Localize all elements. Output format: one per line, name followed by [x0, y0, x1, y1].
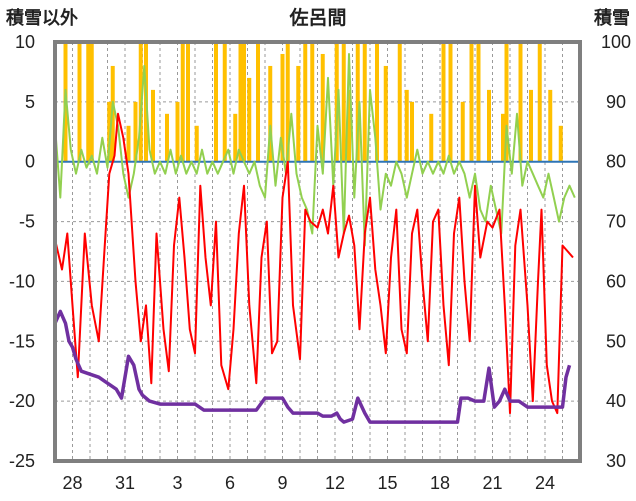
precipitation-bar	[280, 53, 285, 162]
right-tick-label: 50	[606, 331, 626, 351]
right-tick-label: 80	[606, 152, 626, 172]
precipitation-bar	[268, 65, 273, 162]
precipitation-bar	[441, 42, 446, 162]
precipitation-bar	[175, 101, 180, 162]
precipitation-bar	[296, 65, 301, 162]
x-tick-label: 12	[325, 473, 345, 493]
precipitation-bar	[238, 42, 243, 162]
precipitation-bar	[194, 125, 199, 162]
x-tick-label: 21	[482, 473, 502, 493]
precipitation-bar	[476, 42, 481, 162]
x-tick-label: 28	[62, 473, 82, 493]
left-tick-label: -10	[9, 271, 35, 291]
precipitation-bar	[347, 89, 351, 162]
precipitation-bar	[375, 42, 379, 162]
precipitation-bar	[487, 89, 491, 162]
wind-line	[54, 53, 576, 247]
x-tick-label: 6	[225, 473, 235, 493]
precipitation-bar	[310, 42, 315, 162]
precipitation-bar	[529, 89, 533, 162]
x-tick-label: 9	[277, 473, 287, 493]
x-tick-label: 31	[115, 473, 135, 493]
precipitation-bar	[362, 42, 367, 162]
precipitation-bar	[355, 42, 360, 162]
precipitation-bar	[107, 101, 112, 162]
precipitation-bar	[151, 89, 155, 162]
right-tick-label: 40	[606, 391, 626, 411]
precipitation-bar	[285, 42, 290, 162]
precipitation-bar	[397, 42, 402, 162]
x-tick-label: 3	[172, 473, 182, 493]
right-axis-ticks: 100 90 80 70 60 50 40 30	[601, 32, 631, 471]
precipitation-bar	[501, 113, 505, 162]
left-tick-label: 0	[25, 152, 35, 172]
left-axis-title: 積雪以外	[5, 7, 78, 28]
precipitation-bar	[247, 77, 252, 162]
precipitation-bar	[126, 125, 131, 162]
x-axis-ticks: 28 31 3 6 9 12 15 18 21 24	[62, 473, 555, 493]
precipitation-bar	[383, 65, 388, 162]
precipitation-bar	[429, 113, 434, 162]
precipitation-bar	[404, 89, 409, 162]
x-tick-label: 24	[535, 473, 555, 493]
precipitation-bar	[77, 42, 82, 162]
left-tick-label: -5	[19, 212, 35, 232]
precipitation-bar	[341, 42, 346, 162]
precipitation-bar	[320, 53, 325, 162]
left-tick-label: 10	[15, 32, 35, 52]
precipitation-bar	[89, 42, 94, 162]
right-tick-label: 60	[606, 271, 626, 291]
precipitation-bar	[242, 42, 246, 162]
precipitation-bar	[558, 125, 563, 162]
precipitation-bar	[410, 101, 414, 162]
left-tick-label: -20	[9, 391, 35, 411]
precipitation-bar	[504, 42, 509, 162]
left-tick-label: -15	[9, 331, 35, 351]
right-tick-label: 30	[606, 451, 626, 471]
precipitation-bar	[186, 42, 190, 162]
precipitation-bar	[460, 101, 465, 162]
precipitation-bar	[86, 42, 91, 162]
right-axis-title: 積雪	[593, 7, 630, 28]
temperature-line	[54, 112, 574, 415]
precipitation-bar	[537, 42, 542, 162]
precipitation-bar	[214, 42, 218, 162]
precipitation-bar	[518, 42, 523, 162]
precipitation-bar	[180, 42, 185, 162]
precipitation-bar	[548, 89, 553, 162]
precipitation-bar	[334, 42, 339, 162]
plot-frame	[53, 40, 582, 463]
right-tick-label: 90	[606, 92, 626, 112]
left-tick-label: 5	[25, 92, 35, 112]
precipitation-bar	[469, 42, 474, 162]
precipitation-bar	[133, 101, 138, 162]
right-tick-label: 70	[606, 212, 626, 232]
precipitation-bar	[233, 113, 238, 162]
chart-title: 佐呂間	[288, 6, 346, 29]
precipitation-bar	[448, 42, 453, 162]
precipitation-bar	[222, 42, 227, 162]
snow_depth-line	[53, 309, 572, 424]
right-tick-label: 100	[601, 32, 631, 52]
left-axis-ticks: 10 5 0 -5 -10 -15 -20 -25	[9, 32, 35, 471]
left-tick-label: -25	[9, 451, 35, 471]
line-series-layer	[53, 53, 576, 424]
precipitation-bar	[303, 42, 308, 162]
x-tick-label: 18	[430, 473, 450, 493]
precipitation-bar	[256, 42, 260, 162]
precipitation-bar	[165, 113, 169, 162]
x-tick-label: 15	[377, 473, 397, 493]
